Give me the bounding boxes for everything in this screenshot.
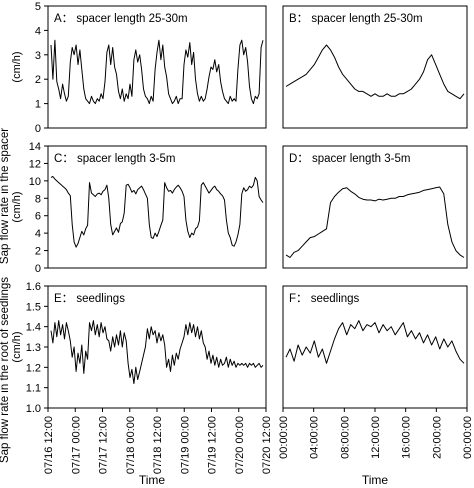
- panel-a-ytick-label: 0: [35, 123, 41, 135]
- panel-c-series-line: [50, 176, 264, 248]
- panel-e-ytick-label: 1.6: [26, 281, 41, 293]
- panel-f-xtick-label: 20:00:00: [431, 416, 443, 459]
- panel-c-ytick-label: 2: [35, 246, 41, 258]
- panel-c-ytick-label: 0: [35, 263, 41, 275]
- panel-f-xtick-label: 00:00:00: [278, 416, 290, 459]
- panel-a-ytick-label: 1: [35, 99, 41, 111]
- panel-e-ytick-label: 1.2: [26, 362, 41, 374]
- panel-e-ytick-label: 1.3: [26, 342, 41, 354]
- panel-f-xtick-label: 04:00:00: [309, 416, 321, 459]
- panel-c-ytick-label: 14: [29, 141, 41, 153]
- y-axis-title-spacer: Sap flow rate in the spacer: [0, 128, 11, 264]
- panel-c-ytick-label: 4: [35, 228, 41, 240]
- panel-c-frame: [47, 145, 267, 269]
- panel-b: B： spacer length 25-30m: [282, 5, 468, 129]
- panel-f-xtick-label: 12:00:00: [370, 416, 382, 459]
- panel-a-ytick-label: 3: [35, 50, 41, 62]
- panel-a-ytick-label: 5: [35, 1, 41, 13]
- panel-f-xtick-label: 00:00:00: [462, 416, 474, 459]
- panel-c-ytick-label: 10: [29, 176, 41, 188]
- panel-c-ytick-label: 6: [35, 211, 41, 223]
- panel-b-frame: [282, 5, 468, 129]
- panel-e-xtick-label: 07/18 00:00: [125, 416, 137, 474]
- panel-e-ytick-label: 1.4: [26, 322, 41, 334]
- y-axis-title-seedlings: Sap flow rate in the root of seedlings: [0, 277, 11, 463]
- panel-e-xtick-label: 07/17 12:00: [98, 416, 110, 474]
- panel-a-frame: [47, 5, 267, 129]
- panel-a: A： spacer length 25-30m 0 1 2 3 4 5 (cm/h): [11, 1, 267, 135]
- panel-e-xtick-label: 07/19 00:00: [179, 416, 191, 474]
- panel-d-title: D： spacer length 3-5m: [289, 153, 410, 165]
- panel-e-series-line: [50, 320, 264, 385]
- panel-e-xtick-label: 07/17 00:00: [70, 416, 82, 474]
- panel-a-y-unit: (cm/h): [11, 51, 23, 82]
- panel-a-series-line: [50, 39, 264, 105]
- panel-b-title: B： spacer length 25-30m: [289, 13, 423, 25]
- panel-f-title: F： seedlings: [289, 293, 360, 305]
- panel-c-y-unit: (cm/h): [11, 191, 23, 222]
- panel-a-title: A： spacer length 25-30m: [54, 13, 188, 25]
- panel-e: E： seedlings 1.0 1.1 1.2 1.3 1.4 1.5 1.6 (cm/h) 0…: [11, 281, 273, 474]
- panel-e-ytick-label: 1.0: [26, 403, 41, 415]
- panel-f-xtick-label: 08:00:00: [339, 416, 351, 459]
- panel-e-y-unit: (cm/h): [11, 331, 23, 362]
- panel-a-ytick-label: 4: [35, 25, 41, 37]
- panel-f-series-line: [285, 320, 465, 364]
- panel-c-ytick-label: 12: [29, 158, 41, 170]
- x-axis-title-right: Time: [362, 473, 389, 487]
- panel-b-series-line: [285, 44, 465, 100]
- panel-e-xtick-label: 07/20 00:00: [234, 416, 246, 474]
- panel-d-series-line: [285, 186, 465, 258]
- panel-e-xtick-label: 07/16 12:00: [43, 416, 55, 474]
- panel-f: F： seedlings 00:00:00 04:00:00 08:00:00 12:0…: [278, 285, 474, 459]
- panel-e-title: E： seedlings: [54, 293, 125, 305]
- panel-c-title: C： spacer length 3-5m: [54, 153, 175, 165]
- panel-e-ytick-label: 1.1: [26, 383, 41, 395]
- panel-e-xtick-label: 07/19 12:00: [207, 416, 219, 474]
- panel-a-ytick-label: 2: [35, 74, 41, 86]
- panel-e-ytick-label: 1.5: [26, 301, 41, 313]
- panel-e-xtick-label: 07/18 12:00: [152, 416, 164, 474]
- panel-d: D： spacer length 3-5m: [282, 145, 468, 269]
- panel-c: C： spacer length 3-5m 0 2 4 6 8 10 12 14 (cm/h): [11, 141, 267, 275]
- panel-f-xtick-label: 16:00:00: [401, 416, 413, 459]
- panel-e-xtick-label: 07/20 12:00: [261, 416, 273, 474]
- panel-c-ytick-label: 8: [35, 193, 41, 205]
- panel-d-frame: [282, 145, 468, 269]
- x-axis-title-left: Time: [139, 473, 166, 487]
